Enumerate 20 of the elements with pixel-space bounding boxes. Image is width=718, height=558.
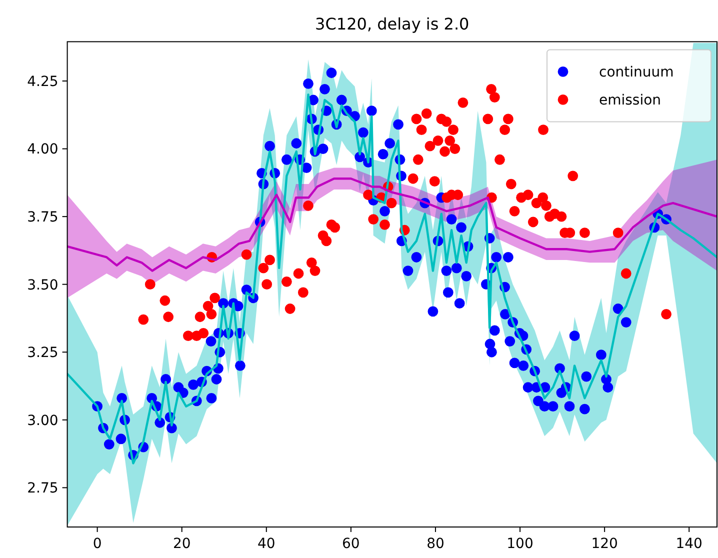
- legend-label: emission: [599, 92, 662, 109]
- x-tick-label: 140: [676, 536, 702, 552]
- x-tick-label: 0: [92, 536, 102, 552]
- line-series: [67, 93, 717, 464]
- x-tick-label: 60: [342, 536, 360, 552]
- x-tick-label: 40: [257, 536, 276, 552]
- y-tick-label: 3.50: [27, 277, 58, 294]
- x-tick-label: 100: [506, 536, 534, 552]
- y-tick-label: 3.25: [27, 345, 58, 362]
- y-tick-label: 3.75: [27, 209, 58, 226]
- chart-title: 3C120, delay is 2.0: [315, 14, 470, 34]
- y-tick-label: 2.75: [27, 480, 58, 497]
- x-tick-label: 80: [426, 536, 444, 552]
- y-tick-label: 4.00: [27, 142, 58, 158]
- legend-label: continuum: [599, 64, 674, 81]
- y-tick-label: 4.25: [27, 74, 58, 90]
- line-series: [67, 178, 717, 272]
- x-tick-label: 20: [172, 536, 191, 552]
- y-tick-label: 3.00: [27, 412, 58, 429]
- x-tick-label: 120: [591, 536, 618, 552]
